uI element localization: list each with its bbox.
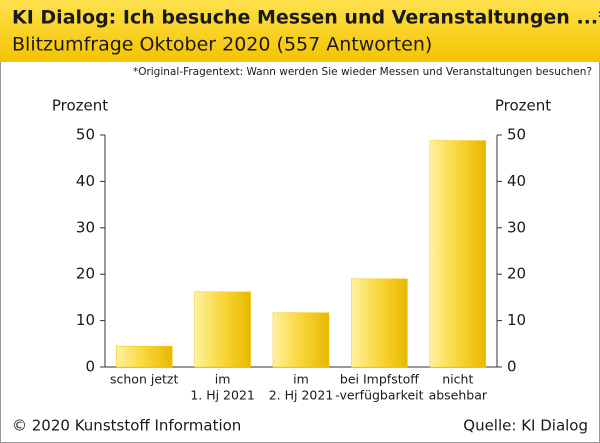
y2-axis-label: Prozent <box>495 97 551 115</box>
x-tick-label: nicht <box>442 372 473 387</box>
x-tick-label: bei Impfstoff <box>340 372 419 387</box>
x-tick-label: -verfügbarkeit <box>335 388 423 403</box>
bar <box>115 345 173 368</box>
y2-tick-label: 30 <box>507 218 526 236</box>
footer-right: Quelle: KI Dialog <box>463 417 588 435</box>
y-tick-label: 40 <box>76 172 95 190</box>
y-axis-label: Prozent <box>52 97 108 115</box>
y2-tick-label: 40 <box>507 172 526 190</box>
x-tick-label: schon jetzt <box>110 372 178 387</box>
x-tick-label: im <box>293 372 309 387</box>
bar <box>429 140 487 368</box>
y2-tick-label: 0 <box>507 358 517 376</box>
chart-title: KI Dialog: Ich besuche Messen und Verans… <box>12 7 600 29</box>
chart-subtitle: Blitzumfrage Oktober 2020 (557 Antworten… <box>12 34 432 56</box>
x-tick-label: 1. Hj 2021 <box>190 388 255 403</box>
bar <box>272 312 330 368</box>
note: *Original-Fragentext: Wann werden Sie wi… <box>133 66 592 78</box>
bar <box>351 278 408 368</box>
y-tick-label: 50 <box>76 126 95 144</box>
y-tick-label: 30 <box>76 218 95 236</box>
x-tick-label: im <box>215 372 231 387</box>
bar <box>194 291 251 368</box>
x-tick-label: absehbar <box>429 388 488 403</box>
x-tick-label: 2. Hj 2021 <box>269 388 334 403</box>
header-band <box>0 0 600 62</box>
y-tick-label: 10 <box>76 311 95 329</box>
y2-tick-label: 20 <box>507 265 526 283</box>
y-tick-label: 0 <box>85 358 95 376</box>
y-tick-label: 20 <box>76 265 95 283</box>
footer-left: © 2020 Kunststoff Information <box>12 417 241 435</box>
y2-tick-label: 10 <box>507 311 526 329</box>
y2-tick-label: 50 <box>507 126 526 144</box>
